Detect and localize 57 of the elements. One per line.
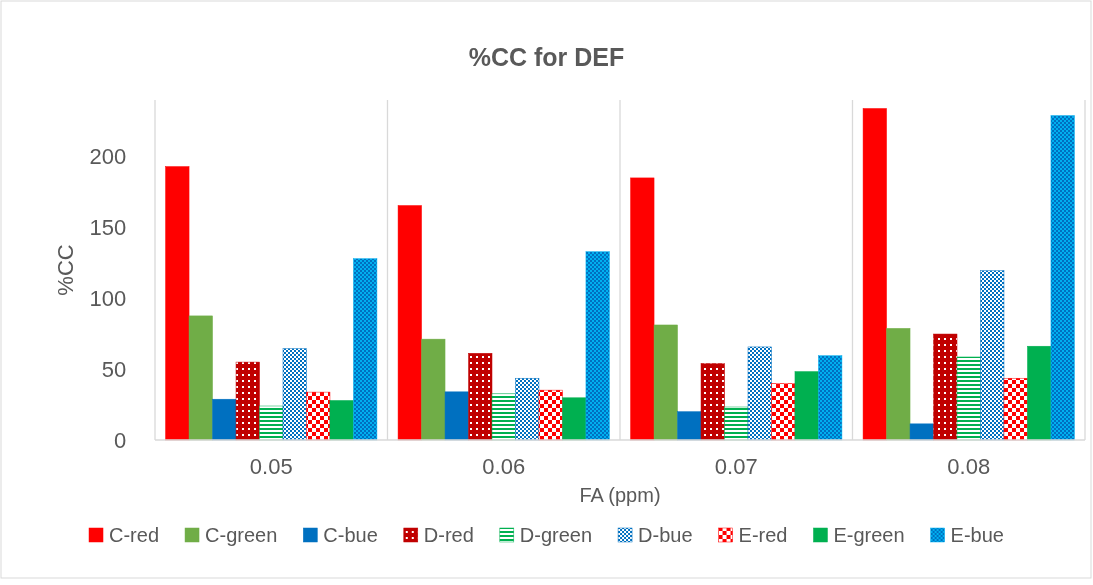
bar: [933, 333, 958, 441]
legend-label: D-green: [519, 524, 593, 546]
y-tick-label: 200: [89, 144, 127, 170]
bar: [886, 328, 911, 441]
bar: [515, 377, 540, 441]
bar: [794, 371, 819, 441]
bar: [491, 393, 516, 441]
legend-label: C-red: [109, 524, 160, 546]
bar: [1003, 377, 1028, 441]
legend-label: E-red: [738, 524, 788, 546]
legend-label: E-bue: [950, 524, 1004, 546]
y-tick-label: 100: [89, 285, 127, 311]
y-tick-label: 150: [89, 215, 127, 241]
bar: [188, 315, 213, 441]
bar: [562, 397, 587, 441]
bar: [653, 324, 678, 441]
bar: [700, 363, 725, 441]
bar: [353, 258, 378, 441]
bar: [444, 391, 469, 441]
bar: [282, 348, 307, 441]
bar: [956, 356, 981, 441]
bar: [259, 405, 284, 441]
bar: [397, 205, 422, 441]
bar: [747, 346, 772, 441]
x-tick-label: 0.08: [947, 453, 991, 479]
bar: [771, 383, 796, 441]
bar: [1027, 345, 1052, 441]
bar: [724, 406, 749, 441]
y-tick-label: 0: [113, 427, 127, 453]
bar: [630, 177, 655, 441]
bar: [421, 338, 446, 441]
bar: [980, 270, 1005, 441]
bar: [212, 398, 237, 441]
bar: [538, 389, 563, 441]
bar: [165, 166, 190, 441]
bar: [862, 108, 887, 441]
x-tick-label: 0.07: [714, 453, 758, 479]
x-tick-label: 0.05: [249, 453, 293, 479]
bar: [468, 353, 493, 441]
bar: [329, 400, 354, 441]
y-axis-title: %CC: [53, 244, 78, 296]
legend-label: D-bue: [638, 524, 693, 546]
bar: [585, 251, 610, 441]
bar: [1050, 115, 1075, 441]
bar: [818, 355, 843, 441]
legend-label: C-bue: [323, 524, 378, 546]
chart-title: %CC for DEF: [468, 43, 625, 71]
bar: [677, 411, 702, 441]
x-axis-title: FA (ppm): [579, 484, 661, 506]
y-tick-label: 50: [101, 356, 127, 382]
x-tick-label: 0.06: [482, 453, 526, 479]
legend-label: C-green: [205, 524, 278, 546]
legend-label: D-red: [423, 524, 474, 546]
bar: [235, 361, 260, 441]
bar: [306, 391, 331, 441]
bar: [909, 423, 934, 441]
legend-label: E-green: [833, 524, 905, 546]
